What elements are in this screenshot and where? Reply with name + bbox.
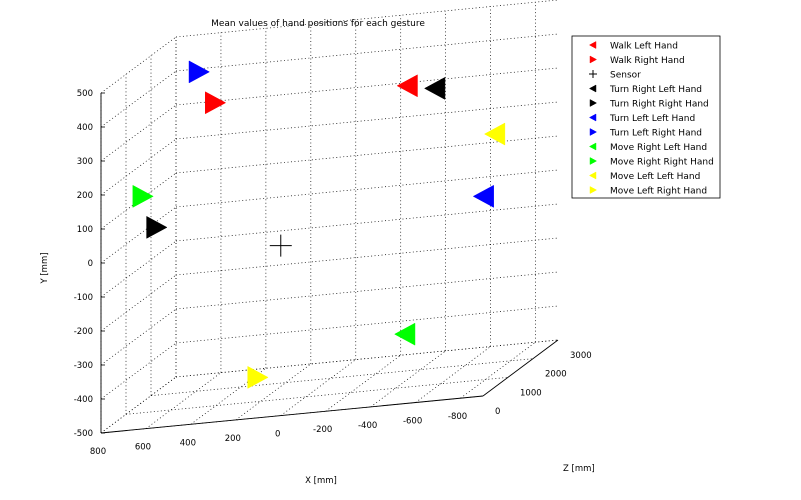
y-tick-label: 500 (77, 89, 93, 99)
legend-marker-move-right-right-hand (589, 157, 598, 165)
x-tick-label: 400 (180, 438, 196, 448)
marker-turn-left-left-hand (472, 184, 494, 208)
legend-label-walk-left-hand: Walk Left Hand (610, 42, 678, 52)
z-tick-label: 3000 (570, 351, 592, 361)
grid-line (175, 101, 559, 140)
legend: Walk Left Hand Walk Right Hand Sensor Turn … (571, 35, 721, 199)
z-tick-label: 2000 (545, 370, 567, 380)
legend-marker-walk-left-hand (588, 41, 597, 49)
grid-line (100, 342, 177, 400)
grid-line (100, 36, 177, 94)
marker-move-right-left-hand (394, 322, 416, 346)
x-tick-label: 600 (135, 443, 151, 453)
z-tick-label: 1000 (520, 388, 542, 398)
marker-sensor (269, 234, 292, 257)
x-tick-label: 800 (90, 447, 106, 457)
grid-lines (100, 0, 559, 434)
legend-label-walk-right-hand: Walk Right Hand (610, 56, 685, 66)
marker-turn-right-right-hand (146, 215, 168, 239)
y-tick-label: 0 (88, 259, 93, 269)
grid-line (175, 67, 559, 106)
grid-line (100, 104, 177, 162)
legend-label-turn-right-left-hand: Turn Right Left Hand (609, 85, 702, 95)
legend-label-turn-left-left-hand: Turn Left Left Hand (609, 114, 695, 124)
grid-line (175, 135, 559, 174)
legend-marker-move-right-left-hand (588, 142, 597, 151)
grid-line (175, 237, 559, 276)
y-tick-label: 200 (77, 191, 93, 201)
y-tick-label: -100 (74, 293, 93, 303)
x-tick-label: -400 (358, 421, 377, 431)
y-tick-label: 300 (77, 157, 93, 167)
data-markers (132, 60, 506, 389)
x-axis-line (100, 395, 484, 434)
grid-line (175, 305, 559, 344)
z-axis-line (482, 339, 559, 397)
legend-label-sensor: Sensor (610, 71, 641, 81)
grid-line (125, 376, 509, 415)
chart-title: Mean values of hand positions for each g… (211, 19, 425, 29)
marker-move-left-right-hand (247, 365, 269, 389)
x-tick-label: -600 (403, 417, 422, 427)
grid-line (100, 274, 177, 332)
legend-marker-move-left-right-hand (589, 186, 598, 194)
grid-line (175, 271, 559, 310)
legend-label-move-right-left-hand: Move Right Left Hand (610, 143, 707, 153)
grid-line (100, 308, 177, 366)
grid-line (100, 240, 177, 298)
grid-line (325, 354, 401, 412)
grid-line (100, 206, 177, 264)
y-tick-label: -200 (74, 327, 93, 337)
legend-box (571, 35, 721, 199)
marker-move-right-right-hand (132, 184, 154, 208)
marker-move-left-left-hand (484, 122, 506, 146)
grid-line (100, 138, 177, 196)
grid-line (235, 363, 312, 421)
marker-turn-right-left-hand (424, 76, 446, 100)
y-axis-label: Y [mm] (40, 252, 50, 284)
legend-marker-turn-left-left-hand (588, 113, 597, 122)
legend-marker-sensor (589, 70, 597, 78)
z-tick-label: 0 (495, 407, 500, 417)
grid-line (145, 372, 222, 429)
grid-line (415, 346, 491, 403)
z-axis-label: Z [mm] (563, 464, 595, 474)
grid-line (100, 70, 177, 128)
grid-line (175, 203, 559, 242)
legend-label-move-left-left-hand: Move Left Left Hand (610, 172, 700, 182)
grid-line (175, 33, 559, 72)
grid-line (175, 339, 559, 378)
legend-marker-walk-right-hand (589, 55, 598, 64)
grid-line (370, 350, 446, 408)
y-tick-label: -300 (74, 361, 93, 371)
y-tick-label: 400 (77, 123, 93, 133)
x-tick-label: -800 (448, 412, 467, 422)
marker-walk-right-hand (205, 91, 227, 115)
legend-label-turn-right-right-hand: Turn Right Right Hand (609, 100, 709, 110)
legend-marker-move-left-left-hand (588, 171, 597, 180)
grid-line (175, 0, 559, 38)
legend-marker-turn-right-right-hand (589, 99, 598, 107)
x-axis-label: X [mm] (305, 476, 337, 486)
grid-line (150, 358, 534, 397)
marker-walk-left-hand (396, 74, 418, 98)
y-tick-label: -500 (74, 429, 93, 439)
y-tick-label: 100 (77, 225, 93, 235)
tick-labels: -500 -400 -300 -200 -100 0 100 200 300 400 500 800 6… (74, 89, 592, 457)
grid-line (280, 359, 356, 416)
legend-label-move-left-right-hand: Move Left Right Hand (610, 187, 707, 197)
y-tick-label: -400 (74, 395, 93, 405)
legend-label-move-right-right-hand: Move Right Right Hand (610, 158, 714, 168)
legend-label-turn-left-right-hand: Turn Left Right Hand (609, 129, 702, 139)
x-tick-label: 0 (275, 430, 280, 440)
legend-marker-turn-left-right-hand (589, 128, 598, 136)
legend-marker-turn-right-left-hand (588, 84, 597, 93)
grid-line (100, 376, 177, 434)
marker-turn-left-right-hand (188, 60, 210, 84)
x-tick-label: -200 (313, 425, 332, 435)
grid-line (175, 169, 559, 208)
x-tick-label: 200 (225, 434, 241, 444)
